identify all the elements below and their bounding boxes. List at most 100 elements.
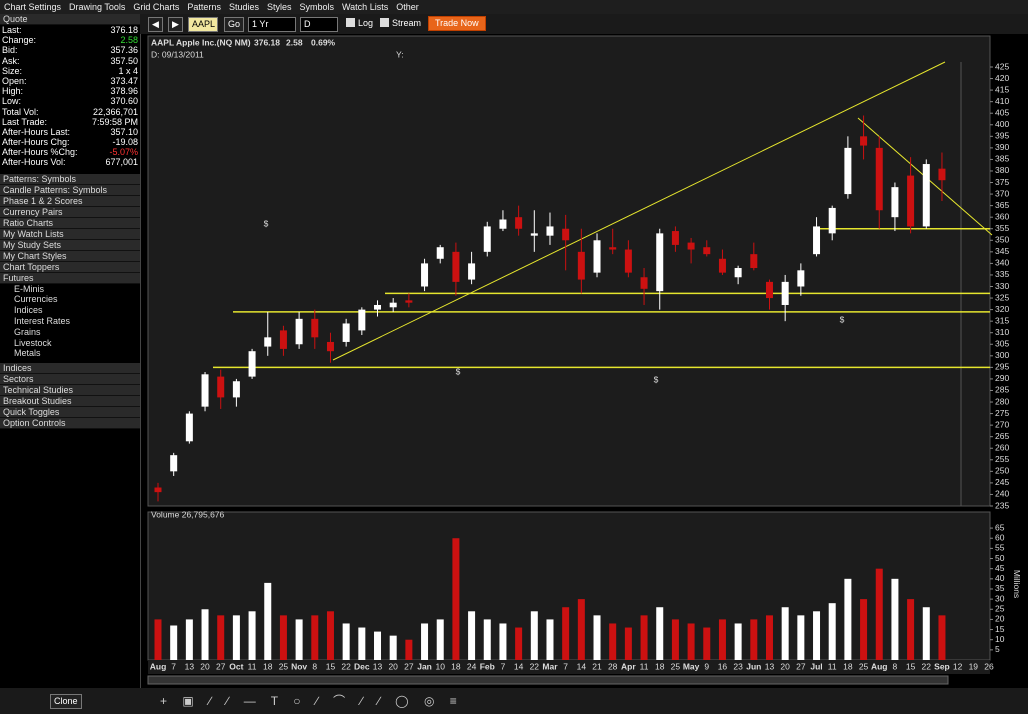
x-tick-label: 18 [843,661,853,671]
quote-value: 7:59:58 PM [91,116,138,127]
y-tick-label: 375 [995,177,1009,187]
quote-value: -5.07% [109,147,138,158]
menu-item[interactable]: Symbols [299,2,335,12]
candle-body [201,374,209,407]
toolbar: ◀ ▶ AAPL Go 1 Yr D Log Stream Trade Now [140,14,1028,34]
candle-body [875,147,883,211]
section-header[interactable]: Ratio Charts [0,217,140,229]
y-tick-label: 290 [995,373,1009,383]
x-tick-label: 8 [312,661,317,671]
section-header[interactable]: My Watch Lists [0,228,140,240]
y-tick-label: 380 [995,165,1009,175]
menu-item[interactable]: Grid Charts [133,2,180,12]
volume-bar [421,623,429,660]
y-readout: Y: [396,49,404,59]
quote-value: 357.50 [110,55,138,66]
quote-label: Size: [2,65,23,76]
volume-tick-label: 25 [995,604,1005,614]
candle-body [687,242,695,250]
volume-bar [374,631,382,660]
candle-body [891,187,899,218]
futures-item[interactable]: Interest Rates [14,316,71,327]
y-tick-label: 340 [995,258,1009,268]
section-header[interactable]: Option Controls [0,418,140,430]
menu-item[interactable]: Studies [228,2,259,12]
clone-button[interactable]: Clone [50,694,82,709]
section-header[interactable]: Phase 1 & 2 Scores [0,195,140,207]
candle-body [797,270,805,287]
candle-body [515,217,523,229]
volume-bar [797,615,805,660]
back-button[interactable]: ◀ [148,17,163,32]
volume-bar [718,619,726,660]
futures-item[interactable]: Livestock [14,337,52,348]
menu-item[interactable]: Watch Lists [342,2,389,12]
quote-row: Last Trade: 7:59:58 PM [0,117,140,127]
menu-item[interactable]: Styles [266,2,292,12]
volume-bar [875,568,883,660]
menu-bar: Chart Settings Drawing Tools Grid Charts Pa… [0,0,1028,14]
section-header[interactable]: My Study Sets [0,239,140,251]
trend-line [332,61,946,361]
log-checkbox[interactable] [346,18,355,27]
go-button[interactable]: Go [224,17,245,32]
y-tick-label: 365 [995,200,1009,210]
section-header[interactable]: Candle Patterns: Symbols [0,184,140,196]
volume-tick-label: 5 [995,644,1000,654]
section-header[interactable]: Technical Studies [0,385,140,397]
quote-row: Total Vol: 22,366,701 [0,107,140,117]
futures-item[interactable]: Currencies [14,294,58,305]
stream-label: Stream [392,18,422,28]
volume-tick-label: 15 [995,624,1005,634]
volume-bar [562,607,570,660]
menu-item[interactable]: Chart Settings [4,2,62,12]
section-header[interactable]: Quick Toggles [0,407,140,419]
candle-body [342,323,350,342]
x-tick-label: 22 [922,661,932,671]
futures-item[interactable]: Indices [14,305,43,316]
symbol-input[interactable]: AAPL [188,17,218,32]
volume-tick-label: 10 [995,634,1005,644]
volume-bar [201,609,209,660]
candle-body [844,147,852,195]
menu-item[interactable]: Drawing Tools [69,2,126,12]
volume-tick-label: 45 [995,563,1005,573]
volume-bar [734,623,742,660]
section-header[interactable]: My Chart Styles [0,250,140,262]
volume-bar [640,615,648,660]
futures-item[interactable]: Metals [14,348,41,359]
section-header[interactable]: Indices [0,363,140,375]
volume-tick-label: 20 [995,614,1005,624]
futures-header[interactable]: Futures [0,272,140,284]
volume-bar [248,611,256,660]
chart: AAPL Apple Inc.(NQ NM) 376.18 2.58 0.69% D: … [147,35,1022,685]
quote-label: After-Hours %Chg: [2,147,78,158]
stream-checkbox[interactable] [380,18,389,27]
period-select[interactable]: 1 Yr [248,17,296,32]
candle-body [452,251,460,282]
section-header[interactable]: Currency Pairs [0,206,140,218]
candle-body [562,228,570,241]
section-header[interactable]: Breakout Studies [0,396,140,408]
volume-bar [907,599,915,660]
menu-item[interactable]: Patterns [187,2,221,12]
quote-row: Bid: 357.36 [0,45,140,55]
trade-button[interactable]: Trade Now [428,16,486,31]
futures-item[interactable]: Grains [14,326,41,337]
y-tick-label: 315 [995,315,1009,325]
menu-item[interactable]: Other [396,2,419,12]
quote-value: 677,001 [105,157,138,168]
candle-body [640,277,648,289]
forward-button[interactable]: ▶ [168,17,183,32]
x-tick-label: 13 [765,661,775,671]
quote-label: After-Hours Chg: [2,137,70,148]
volume-bar [703,627,711,660]
section-header[interactable]: Chart Toppers [0,261,140,273]
quote-value: 2.58 [120,35,138,46]
volume-bar [671,619,679,660]
section-header[interactable]: Patterns: Symbols [0,173,140,185]
futures-item[interactable]: E-Minis [14,283,45,294]
interval-select[interactable]: D [300,17,338,32]
drawing-tools[interactable]: + ▣ ∕ ∕ — T ○ ∕ ⌒ ∕ ∕ ◯ ◎ ≡ [160,694,463,708]
section-header[interactable]: Sectors [0,374,140,386]
